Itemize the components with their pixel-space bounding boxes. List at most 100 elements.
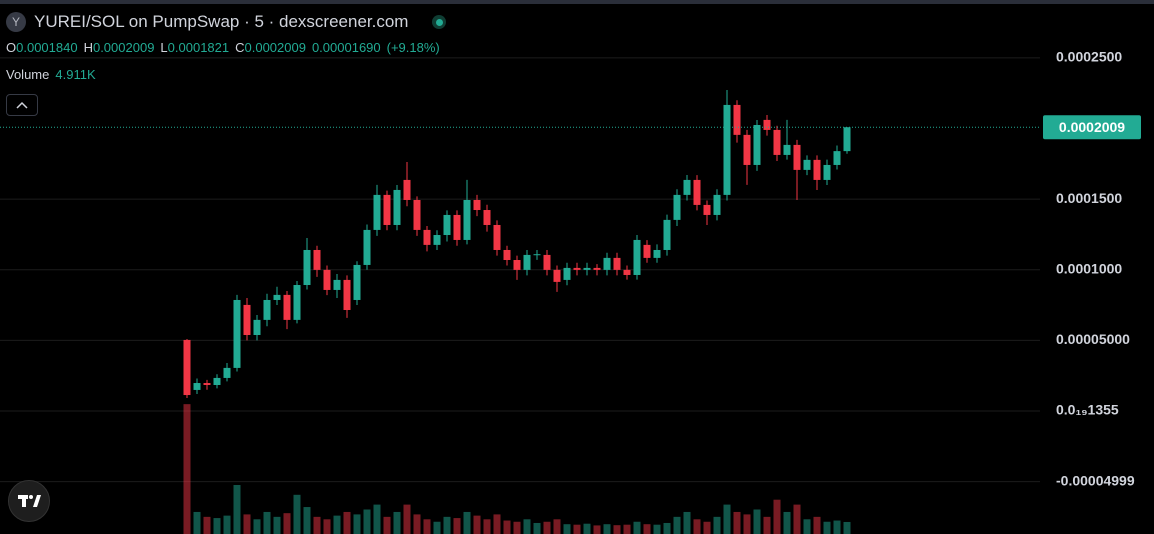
candle-body bbox=[313, 249, 321, 270]
volume-bar bbox=[423, 519, 431, 534]
candle-body bbox=[283, 294, 291, 320]
candle-body bbox=[373, 194, 381, 230]
volume-bar bbox=[353, 514, 361, 534]
live-indicator bbox=[432, 15, 447, 29]
collapse-button[interactable] bbox=[6, 94, 38, 116]
candle-body bbox=[543, 254, 551, 270]
candle-body bbox=[423, 229, 431, 245]
candle-body bbox=[263, 299, 271, 320]
candle-body bbox=[703, 204, 711, 215]
volume-bar bbox=[393, 511, 401, 534]
volume-bar bbox=[503, 520, 511, 534]
volume-bar bbox=[653, 524, 661, 534]
candle-body bbox=[513, 260, 521, 270]
chevron-icon bbox=[16, 101, 28, 109]
volume-bar bbox=[683, 511, 691, 534]
volume-bar bbox=[743, 514, 751, 534]
candle-body bbox=[533, 254, 541, 256]
volume-bar bbox=[623, 524, 631, 534]
y-tick-label: 0.00005000 bbox=[1056, 331, 1130, 347]
volume-bar bbox=[603, 524, 611, 534]
candle-body bbox=[243, 304, 251, 336]
candle-body bbox=[303, 249, 311, 286]
volume-bar bbox=[293, 494, 301, 534]
candle-body bbox=[343, 279, 351, 311]
volume-bar bbox=[243, 514, 251, 534]
volume-bar bbox=[693, 519, 701, 534]
candle-body bbox=[603, 257, 611, 270]
candle-body bbox=[623, 269, 631, 275]
volume-bar bbox=[463, 511, 471, 534]
change-value: 0.00001690 bbox=[311, 40, 381, 55]
candle-body bbox=[483, 210, 491, 225]
chart-title: YUREI/SOL on PumpSwap · 5 · dexscreener.… bbox=[34, 12, 409, 31]
candle-body bbox=[253, 319, 261, 336]
volume-bar bbox=[823, 521, 831, 534]
header: Y YUREI/SOL on PumpSwap · 5 · dexscreene… bbox=[6, 12, 447, 32]
ohlc-value: 0.0002009 bbox=[92, 40, 155, 55]
ohlc-key: H bbox=[83, 40, 93, 55]
candle-body bbox=[633, 239, 641, 275]
y-tick-label: 0.0₁₉1355 bbox=[1056, 402, 1119, 418]
candle-body bbox=[183, 339, 191, 396]
volume-bar bbox=[213, 518, 221, 534]
candle-body bbox=[793, 144, 801, 170]
symbol-icon: Y bbox=[6, 12, 26, 32]
volume-bar bbox=[453, 518, 461, 534]
volume-bar bbox=[523, 519, 531, 534]
volume-bar bbox=[363, 509, 371, 534]
volume-bar bbox=[313, 516, 321, 534]
candle-body bbox=[583, 267, 591, 270]
candle-body bbox=[653, 249, 661, 258]
candle-body bbox=[763, 119, 771, 130]
volume-bar bbox=[533, 522, 541, 534]
candle-body bbox=[353, 264, 361, 300]
volume-bar bbox=[803, 519, 811, 534]
tradingview-logo[interactable] bbox=[8, 480, 50, 522]
last-price-label: 0.0002009 bbox=[1059, 119, 1125, 135]
ohlc-value: 0.0001840 bbox=[16, 40, 78, 55]
ohlc-key: O bbox=[6, 40, 17, 55]
volume-bar bbox=[813, 516, 821, 534]
volume-bar bbox=[573, 524, 581, 534]
volume-bar bbox=[493, 514, 501, 534]
candle-body bbox=[753, 124, 761, 165]
candle-body bbox=[773, 129, 781, 155]
candle-body bbox=[563, 267, 571, 280]
volume-bar bbox=[713, 516, 721, 534]
volume-bar bbox=[723, 504, 731, 534]
candle-body bbox=[723, 104, 731, 195]
candle-body bbox=[783, 144, 791, 155]
volume-bar bbox=[613, 525, 621, 534]
volume-bar bbox=[283, 513, 291, 534]
candle-body bbox=[413, 199, 421, 230]
volume-label: Volume bbox=[6, 67, 50, 82]
ohlc-key: C bbox=[235, 40, 245, 55]
candle-body bbox=[383, 194, 391, 225]
candle-body bbox=[233, 299, 241, 368]
y-tick-label: 0.0001500 bbox=[1056, 190, 1122, 206]
volume-bar bbox=[543, 521, 551, 534]
volume-bar bbox=[643, 524, 651, 534]
volume-bar bbox=[263, 511, 271, 534]
ohlc-key: L bbox=[160, 40, 168, 55]
candle-body bbox=[453, 214, 461, 240]
ohlc-legend: O0.0001840 H0.0002009 L0.0001821 C0.0002009… bbox=[6, 40, 446, 55]
candle-body bbox=[643, 244, 651, 258]
volume-bar bbox=[383, 516, 391, 534]
candle-body bbox=[503, 249, 511, 261]
candle-body bbox=[493, 224, 501, 250]
candle-body bbox=[293, 285, 301, 320]
candle-body bbox=[393, 189, 401, 225]
volume-bar bbox=[323, 519, 331, 534]
candle-body bbox=[223, 367, 231, 378]
candle-body bbox=[663, 219, 671, 250]
volume-bar bbox=[223, 515, 231, 534]
candle-body bbox=[363, 229, 371, 265]
candle-body bbox=[843, 127, 851, 152]
candle-body bbox=[403, 179, 411, 200]
candle-body bbox=[523, 254, 531, 270]
candle-body bbox=[553, 269, 561, 282]
candle-body bbox=[433, 235, 441, 245]
